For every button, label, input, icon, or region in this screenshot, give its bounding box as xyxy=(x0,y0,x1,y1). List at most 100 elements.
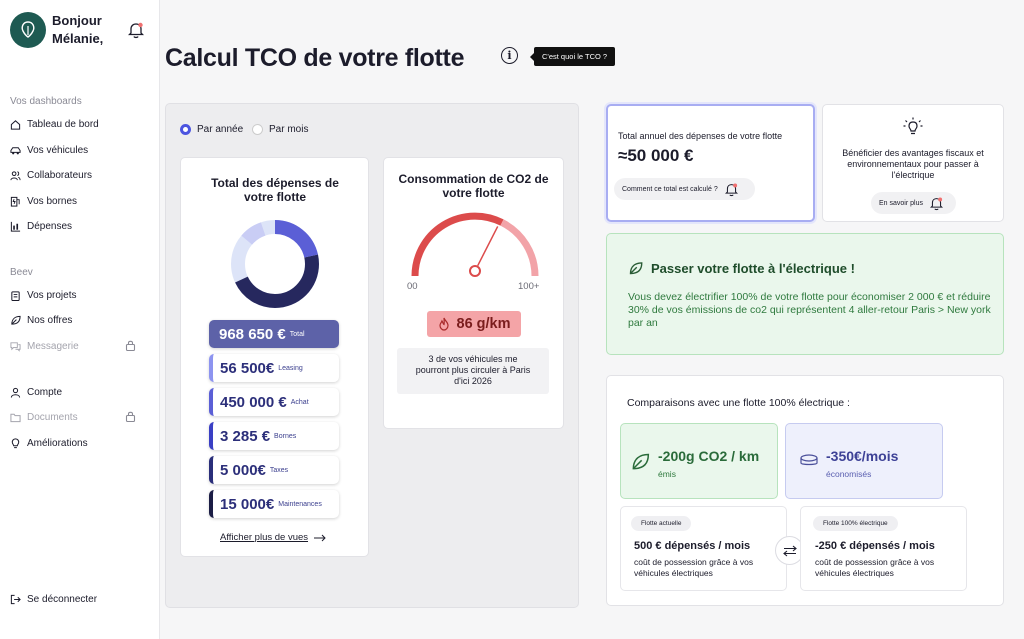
section-beev: Beev xyxy=(10,267,33,278)
how-calculated-label: Comment ce total est calculé ? xyxy=(622,185,718,193)
current-fleet-tag: Flotte actuelle xyxy=(631,516,692,531)
electric-text: Vous devez électrifier 100% de votre flo… xyxy=(628,291,991,329)
folder-icon xyxy=(10,413,21,422)
logo[interactable] xyxy=(10,12,46,48)
money-saving-label: économisés xyxy=(826,469,872,479)
expense-leasing-pill: 56 500€ Leasing xyxy=(209,354,339,382)
leaf-icon xyxy=(632,453,650,470)
notification-bell-icon[interactable] xyxy=(127,21,145,44)
co2-saving-label: émis xyxy=(658,469,676,479)
gauge-min-label: 00 xyxy=(407,281,418,292)
lock-icon xyxy=(125,411,136,422)
sidebar-item-offres[interactable]: Nos offres xyxy=(10,311,150,329)
fire-icon xyxy=(438,317,449,331)
co2-saving-box xyxy=(620,423,778,499)
sidebar-item-label: Collaborateurs xyxy=(27,169,93,181)
benefits-text: Bénéficier des avantages fiscaux et envi… xyxy=(842,148,984,180)
expense-maintenances-pill: 15 000€ Maintenances xyxy=(209,490,339,518)
expense-value: 15 000€ xyxy=(220,495,275,513)
car-icon xyxy=(10,146,21,154)
radio-label: Par mois xyxy=(269,124,309,135)
expense-label: Achat xyxy=(290,398,309,406)
sidebar-item-label: Vos projets xyxy=(27,289,77,301)
expense-value: 968 650 € xyxy=(219,325,286,343)
logout-label: Se déconnecter xyxy=(27,593,98,605)
users-icon xyxy=(10,170,21,180)
expense-label: Total xyxy=(289,330,305,338)
sidebar-item-tableau-de-bord[interactable]: Tableau de bord xyxy=(10,115,150,133)
sidebar-item-vehicules[interactable]: Vos véhicules xyxy=(10,141,150,159)
sidebar-item-depenses[interactable]: Dépenses xyxy=(10,217,150,235)
radio-par-annee[interactable]: Par année xyxy=(180,124,243,135)
expense-value: 3 285 € xyxy=(220,427,271,445)
annual-total-label: Total annuel des dépenses de votre flott… xyxy=(618,131,783,141)
radio-par-mois[interactable]: Par mois xyxy=(252,124,308,135)
sidebar-item-messagerie[interactable]: Messagerie xyxy=(10,337,150,355)
expense-total-pill: 968 650 € Total xyxy=(209,320,339,348)
electric-fleet-text: coût de possession grâce à vos véhicules… xyxy=(815,557,935,578)
expenses-donut-chart xyxy=(231,220,319,308)
leaf-icon xyxy=(11,315,21,325)
sidebar-item-bornes[interactable]: Vos bornes xyxy=(10,192,150,210)
info-icon[interactable]: i xyxy=(501,47,518,64)
tco-tooltip: C'est quoi le TCO ? xyxy=(529,47,616,66)
section-dashboards: Vos dashboards xyxy=(10,96,82,107)
sidebar-item-projets[interactable]: Vos projets xyxy=(10,286,150,304)
sidebar-item-compte[interactable]: Compte xyxy=(10,383,150,401)
sidebar: Bonjour Mélanie, Vos dashboards Tableau … xyxy=(0,0,160,639)
gauge-needle xyxy=(477,226,499,266)
sidebar-item-documents[interactable]: Documents xyxy=(10,408,150,426)
electric-fleet-value: -250 € dépensés / mois xyxy=(815,540,935,552)
donut-segment-mid xyxy=(231,220,319,308)
leaf-icon xyxy=(629,262,643,275)
gauge-max-label: 100+ xyxy=(518,281,540,292)
current-fleet-text: coût de possession grâce à vos véhicules… xyxy=(634,557,754,578)
expense-achat-pill: 450 000 € Achat xyxy=(209,388,339,416)
sidebar-item-ameliorations[interactable]: Améliorations xyxy=(10,434,150,452)
sidebar-item-collaborateurs[interactable]: Collaborateurs xyxy=(10,166,150,184)
gauge-arc-red xyxy=(411,212,504,277)
sidebar-item-label: Dépenses xyxy=(27,220,73,232)
donut-segment-dark xyxy=(231,220,319,308)
electric-fleet-tag: Flotte 100% électrique xyxy=(813,516,898,531)
logo-icon xyxy=(21,21,35,38)
how-calculated-button[interactable]: Comment ce total est calculé ? xyxy=(614,178,755,200)
logout-icon xyxy=(10,594,21,604)
sidebar-item-label: Vos bornes xyxy=(27,195,78,207)
gauge-arc-pink xyxy=(500,219,539,277)
current-fleet-value: 500 € dépensés / mois xyxy=(634,540,751,552)
co2-note: 3 de vos véhicules me pourront plus circ… xyxy=(397,348,549,394)
expense-value: 450 000 € xyxy=(220,393,287,411)
gauge-pivot xyxy=(469,265,481,277)
radio-dot xyxy=(180,124,191,135)
arrow-right-icon xyxy=(314,534,326,541)
chart-icon xyxy=(10,221,21,232)
notification-bell-icon xyxy=(724,182,738,196)
bulb-icon xyxy=(11,437,20,448)
more-views-link[interactable]: Afficher plus de vues xyxy=(220,532,327,543)
logout-button[interactable]: Se déconnecter xyxy=(10,590,150,608)
learn-more-button[interactable]: En savoir plus xyxy=(871,192,956,214)
electric-title: Passer votre flotte à l'électrique ! xyxy=(651,261,855,276)
sidebar-item-label: Documents xyxy=(27,411,78,423)
expense-label: Leasing xyxy=(278,364,303,372)
page-title: Calcul TCO de votre flotte xyxy=(165,44,465,72)
sidebar-item-label: Nos offres xyxy=(27,314,73,326)
annual-total-card xyxy=(606,104,815,222)
radio-dot xyxy=(252,124,263,135)
co2-saving-value: -200g CO2 / km xyxy=(658,448,760,464)
lock-icon xyxy=(125,340,136,351)
expenses-title: Total des dépenses de votre flotte xyxy=(211,176,339,204)
message-icon xyxy=(10,341,21,352)
expense-value: 56 500€ xyxy=(220,359,275,377)
radio-label: Par année xyxy=(197,124,244,135)
sidebar-item-label: Compte xyxy=(27,386,63,398)
expense-label: Bornes xyxy=(274,432,297,440)
expense-taxes-pill: 5 000€ Taxes xyxy=(209,456,339,484)
co2-title: Consommation de CO2 de votre flotte xyxy=(398,172,549,200)
co2-value: 86 g/km xyxy=(456,316,511,332)
comparison-title: Comparaisons avec une flotte 100% électr… xyxy=(627,397,850,409)
clipboard-icon xyxy=(11,290,20,301)
sidebar-item-label: Tableau de bord xyxy=(27,118,99,130)
more-views-label: Afficher plus de vues xyxy=(220,532,309,543)
